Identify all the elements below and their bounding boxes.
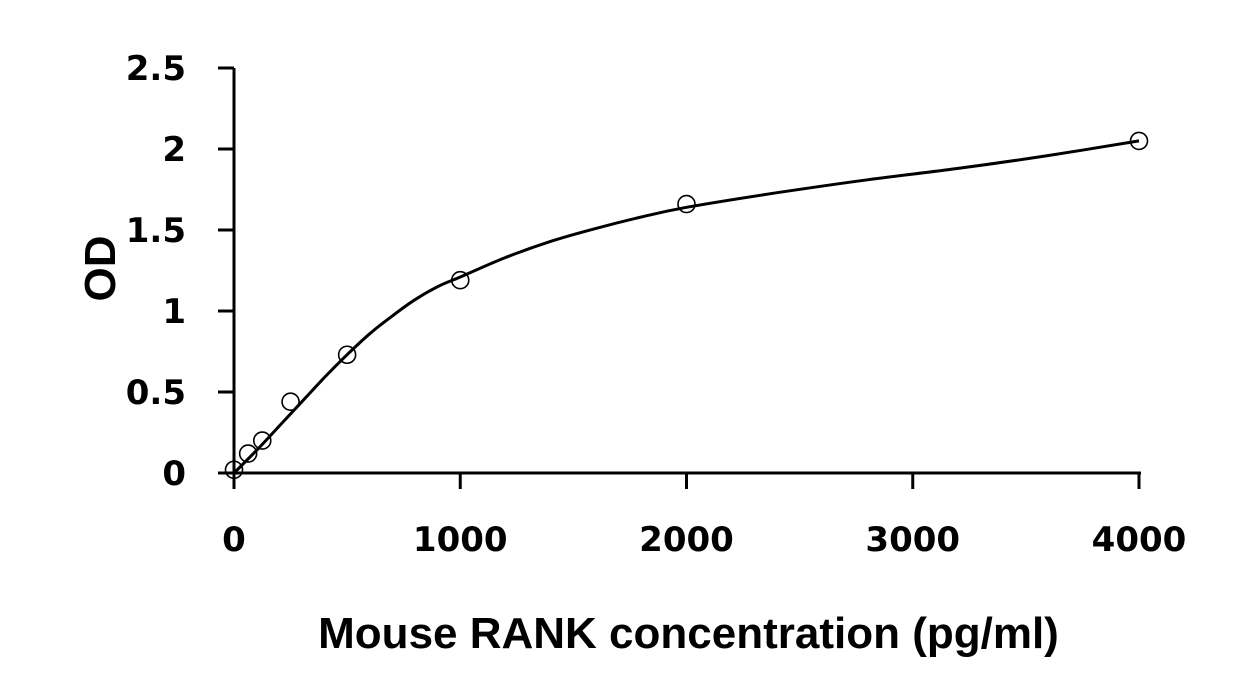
data-points-layer bbox=[224, 131, 1149, 480]
data-point bbox=[1129, 131, 1149, 151]
fit-curve bbox=[232, 139, 1140, 475]
y-tick-label: 1 bbox=[162, 292, 186, 332]
data-point bbox=[337, 345, 357, 365]
x-tick-label: 0 bbox=[222, 520, 246, 560]
data-point bbox=[450, 270, 470, 290]
x-tick-label: 1000 bbox=[413, 520, 508, 560]
data-point bbox=[252, 431, 272, 450]
fit-curve-layer bbox=[232, 139, 1140, 475]
x-tick-label: 4000 bbox=[1092, 520, 1187, 560]
y-tick-label: 2 bbox=[162, 130, 186, 170]
data-point bbox=[224, 460, 244, 480]
x-axis-title: Mouse RANK concentration (pg/ml) bbox=[318, 609, 1059, 658]
data-point bbox=[238, 444, 258, 463]
y-tick-label: 2.5 bbox=[126, 49, 186, 89]
x-tick-label: 3000 bbox=[865, 520, 960, 560]
y-tick-label: 1.5 bbox=[126, 211, 186, 251]
x-tick-label: 2000 bbox=[639, 520, 734, 560]
x-axis: 0 1000 2000 3000 4000 bbox=[218, 471, 1187, 560]
data-point bbox=[677, 194, 696, 214]
y-tick-label: 0 bbox=[162, 454, 186, 494]
y-axis: 0 0.5 1 1.5 2 2.5 bbox=[126, 49, 236, 494]
y-tick-label: 0.5 bbox=[126, 373, 186, 413]
data-point bbox=[281, 392, 300, 412]
y-axis-title: OD bbox=[76, 236, 125, 302]
